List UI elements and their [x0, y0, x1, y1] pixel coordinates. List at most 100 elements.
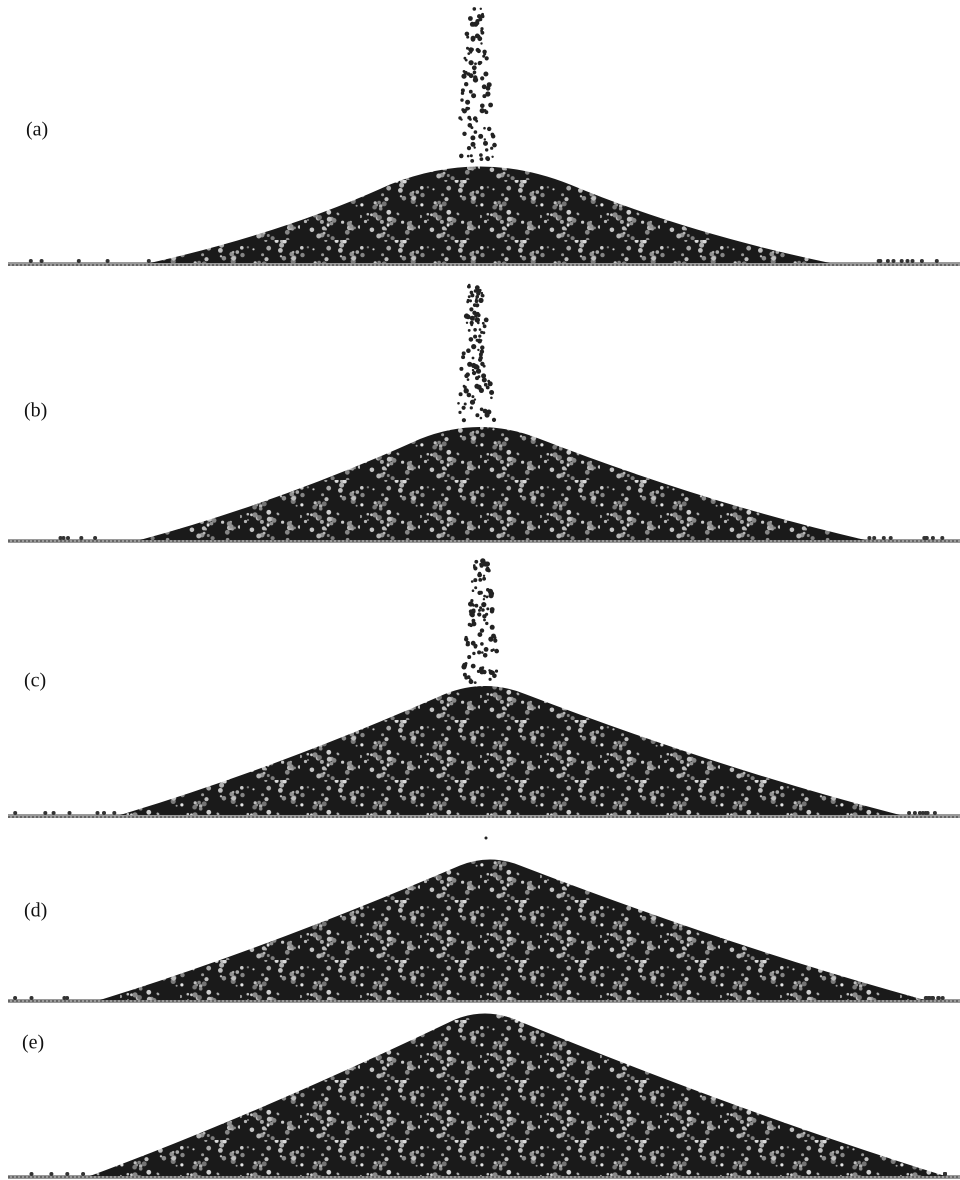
loose-grain [926, 811, 930, 815]
falling-grain [467, 362, 472, 367]
falling-grain [474, 384, 479, 389]
falling-grain [483, 72, 488, 77]
falling-grain [482, 322, 485, 325]
falling-grain [480, 628, 484, 632]
falling-grain [474, 146, 476, 148]
falling-grain [475, 317, 480, 322]
falling-grain [469, 90, 473, 94]
falling-grain [484, 647, 489, 652]
falling-grain [471, 344, 476, 349]
falling-grain [481, 608, 485, 612]
falling-grain [492, 418, 496, 422]
loose-grain [81, 1172, 85, 1176]
falling-grain [480, 349, 484, 353]
falling-grain [470, 159, 474, 163]
falling-grain [473, 71, 477, 75]
falling-grain [481, 651, 484, 654]
pile-panel [8, 7, 960, 266]
loose-grain [68, 811, 72, 815]
falling-grain [485, 110, 489, 114]
falling-grain [490, 625, 495, 630]
falling-grain [469, 307, 473, 311]
loose-grain [877, 259, 881, 263]
falling-grain [458, 116, 461, 119]
falling-grain [468, 295, 471, 298]
falling-grain [476, 48, 480, 52]
falling-grain [466, 315, 471, 320]
falling-grain [472, 65, 477, 70]
falling-grain [491, 133, 495, 137]
panel-label: (a) [26, 119, 48, 141]
falling-grain [474, 130, 478, 134]
falling-grain [458, 411, 461, 414]
falling-grain [483, 619, 486, 622]
loose-grain [106, 259, 110, 263]
falling-grain [479, 61, 482, 64]
falling-grain [471, 142, 476, 147]
loose-grain [49, 1172, 53, 1176]
loose-grain [911, 259, 915, 263]
falling-grain [469, 73, 474, 78]
falling-grain [470, 323, 473, 326]
sand-pile [140, 427, 865, 540]
falling-grain [488, 381, 493, 386]
falling-grain [464, 82, 468, 86]
falling-grain [485, 837, 488, 840]
falling-grain [473, 7, 477, 11]
falling-grain [470, 135, 475, 140]
falling-grain [482, 94, 486, 98]
panel-label: (b) [24, 400, 47, 422]
falling-grain [479, 18, 483, 22]
loose-grain [79, 536, 83, 540]
falling-grain [477, 612, 481, 616]
falling-grain [480, 362, 484, 366]
falling-grain [475, 299, 479, 303]
falling-grain [478, 609, 481, 612]
loose-grain [872, 536, 876, 540]
loose-grain [925, 536, 929, 540]
loose-grain [940, 536, 944, 540]
falling-grain [484, 318, 489, 323]
falling-grain [471, 664, 476, 669]
falling-grain [475, 604, 479, 608]
sand-pile [100, 860, 925, 1001]
panel-label: (e) [22, 1032, 44, 1054]
loose-grain [66, 536, 70, 540]
falling-grain [472, 371, 476, 375]
falling-grain [459, 392, 463, 396]
loose-grain [907, 811, 911, 815]
falling-grain [465, 662, 468, 665]
falling-grain [492, 674, 497, 679]
falling-grain [462, 418, 466, 422]
falling-grain [469, 679, 474, 684]
falling-grain [465, 59, 468, 62]
falling-grain [467, 675, 471, 679]
falling-grain [480, 670, 485, 675]
falling-grain [487, 410, 491, 414]
falling-grain [462, 406, 466, 410]
falling-grain [467, 146, 471, 150]
sand-pile [150, 167, 830, 264]
falling-grain [486, 386, 490, 390]
falling-grain [480, 345, 484, 349]
loose-grain [102, 811, 106, 815]
falling-grain [474, 681, 477, 684]
falling-grain [482, 561, 487, 566]
falling-grain [467, 155, 470, 158]
loose-grain [921, 811, 925, 815]
loose-grain [892, 259, 896, 263]
falling-grain [478, 578, 482, 582]
falling-grain [472, 23, 476, 27]
falling-grain [470, 406, 473, 409]
falling-grain [477, 322, 480, 325]
falling-grain [483, 598, 485, 600]
loose-grain [900, 259, 904, 263]
pile-panel [8, 1014, 960, 1180]
falling-grain [486, 607, 489, 610]
falling-grain [474, 398, 476, 400]
falling-grain [489, 591, 494, 596]
falling-grain [468, 657, 470, 659]
falling-grain [479, 388, 484, 393]
falling-grain [470, 291, 474, 295]
falling-grain [465, 107, 469, 111]
